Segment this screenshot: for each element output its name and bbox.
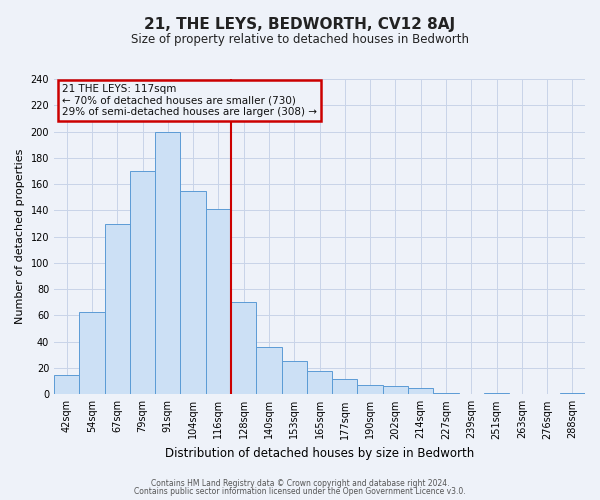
X-axis label: Distribution of detached houses by size in Bedworth: Distribution of detached houses by size … — [165, 447, 474, 460]
Bar — [433, 393, 458, 394]
Bar — [484, 393, 509, 394]
Bar — [332, 378, 358, 394]
Bar — [231, 302, 256, 394]
Bar — [181, 190, 206, 394]
Bar — [256, 347, 281, 395]
Bar — [54, 374, 79, 394]
Text: 21, THE LEYS, BEDWORTH, CV12 8AJ: 21, THE LEYS, BEDWORTH, CV12 8AJ — [145, 18, 455, 32]
Bar — [130, 171, 155, 394]
Bar — [358, 385, 383, 394]
Text: Contains HM Land Registry data © Crown copyright and database right 2024.: Contains HM Land Registry data © Crown c… — [151, 478, 449, 488]
Bar — [408, 388, 433, 394]
Bar — [104, 224, 130, 394]
Text: Size of property relative to detached houses in Bedworth: Size of property relative to detached ho… — [131, 32, 469, 46]
Bar — [307, 370, 332, 394]
Bar — [206, 209, 231, 394]
Bar — [79, 312, 104, 394]
Text: 21 THE LEYS: 117sqm
← 70% of detached houses are smaller (730)
29% of semi-detac: 21 THE LEYS: 117sqm ← 70% of detached ho… — [62, 84, 317, 117]
Bar — [281, 362, 307, 394]
Y-axis label: Number of detached properties: Number of detached properties — [15, 149, 25, 324]
Bar — [383, 386, 408, 394]
Text: Contains public sector information licensed under the Open Government Licence v3: Contains public sector information licen… — [134, 487, 466, 496]
Bar — [155, 132, 181, 394]
Bar — [560, 393, 585, 394]
